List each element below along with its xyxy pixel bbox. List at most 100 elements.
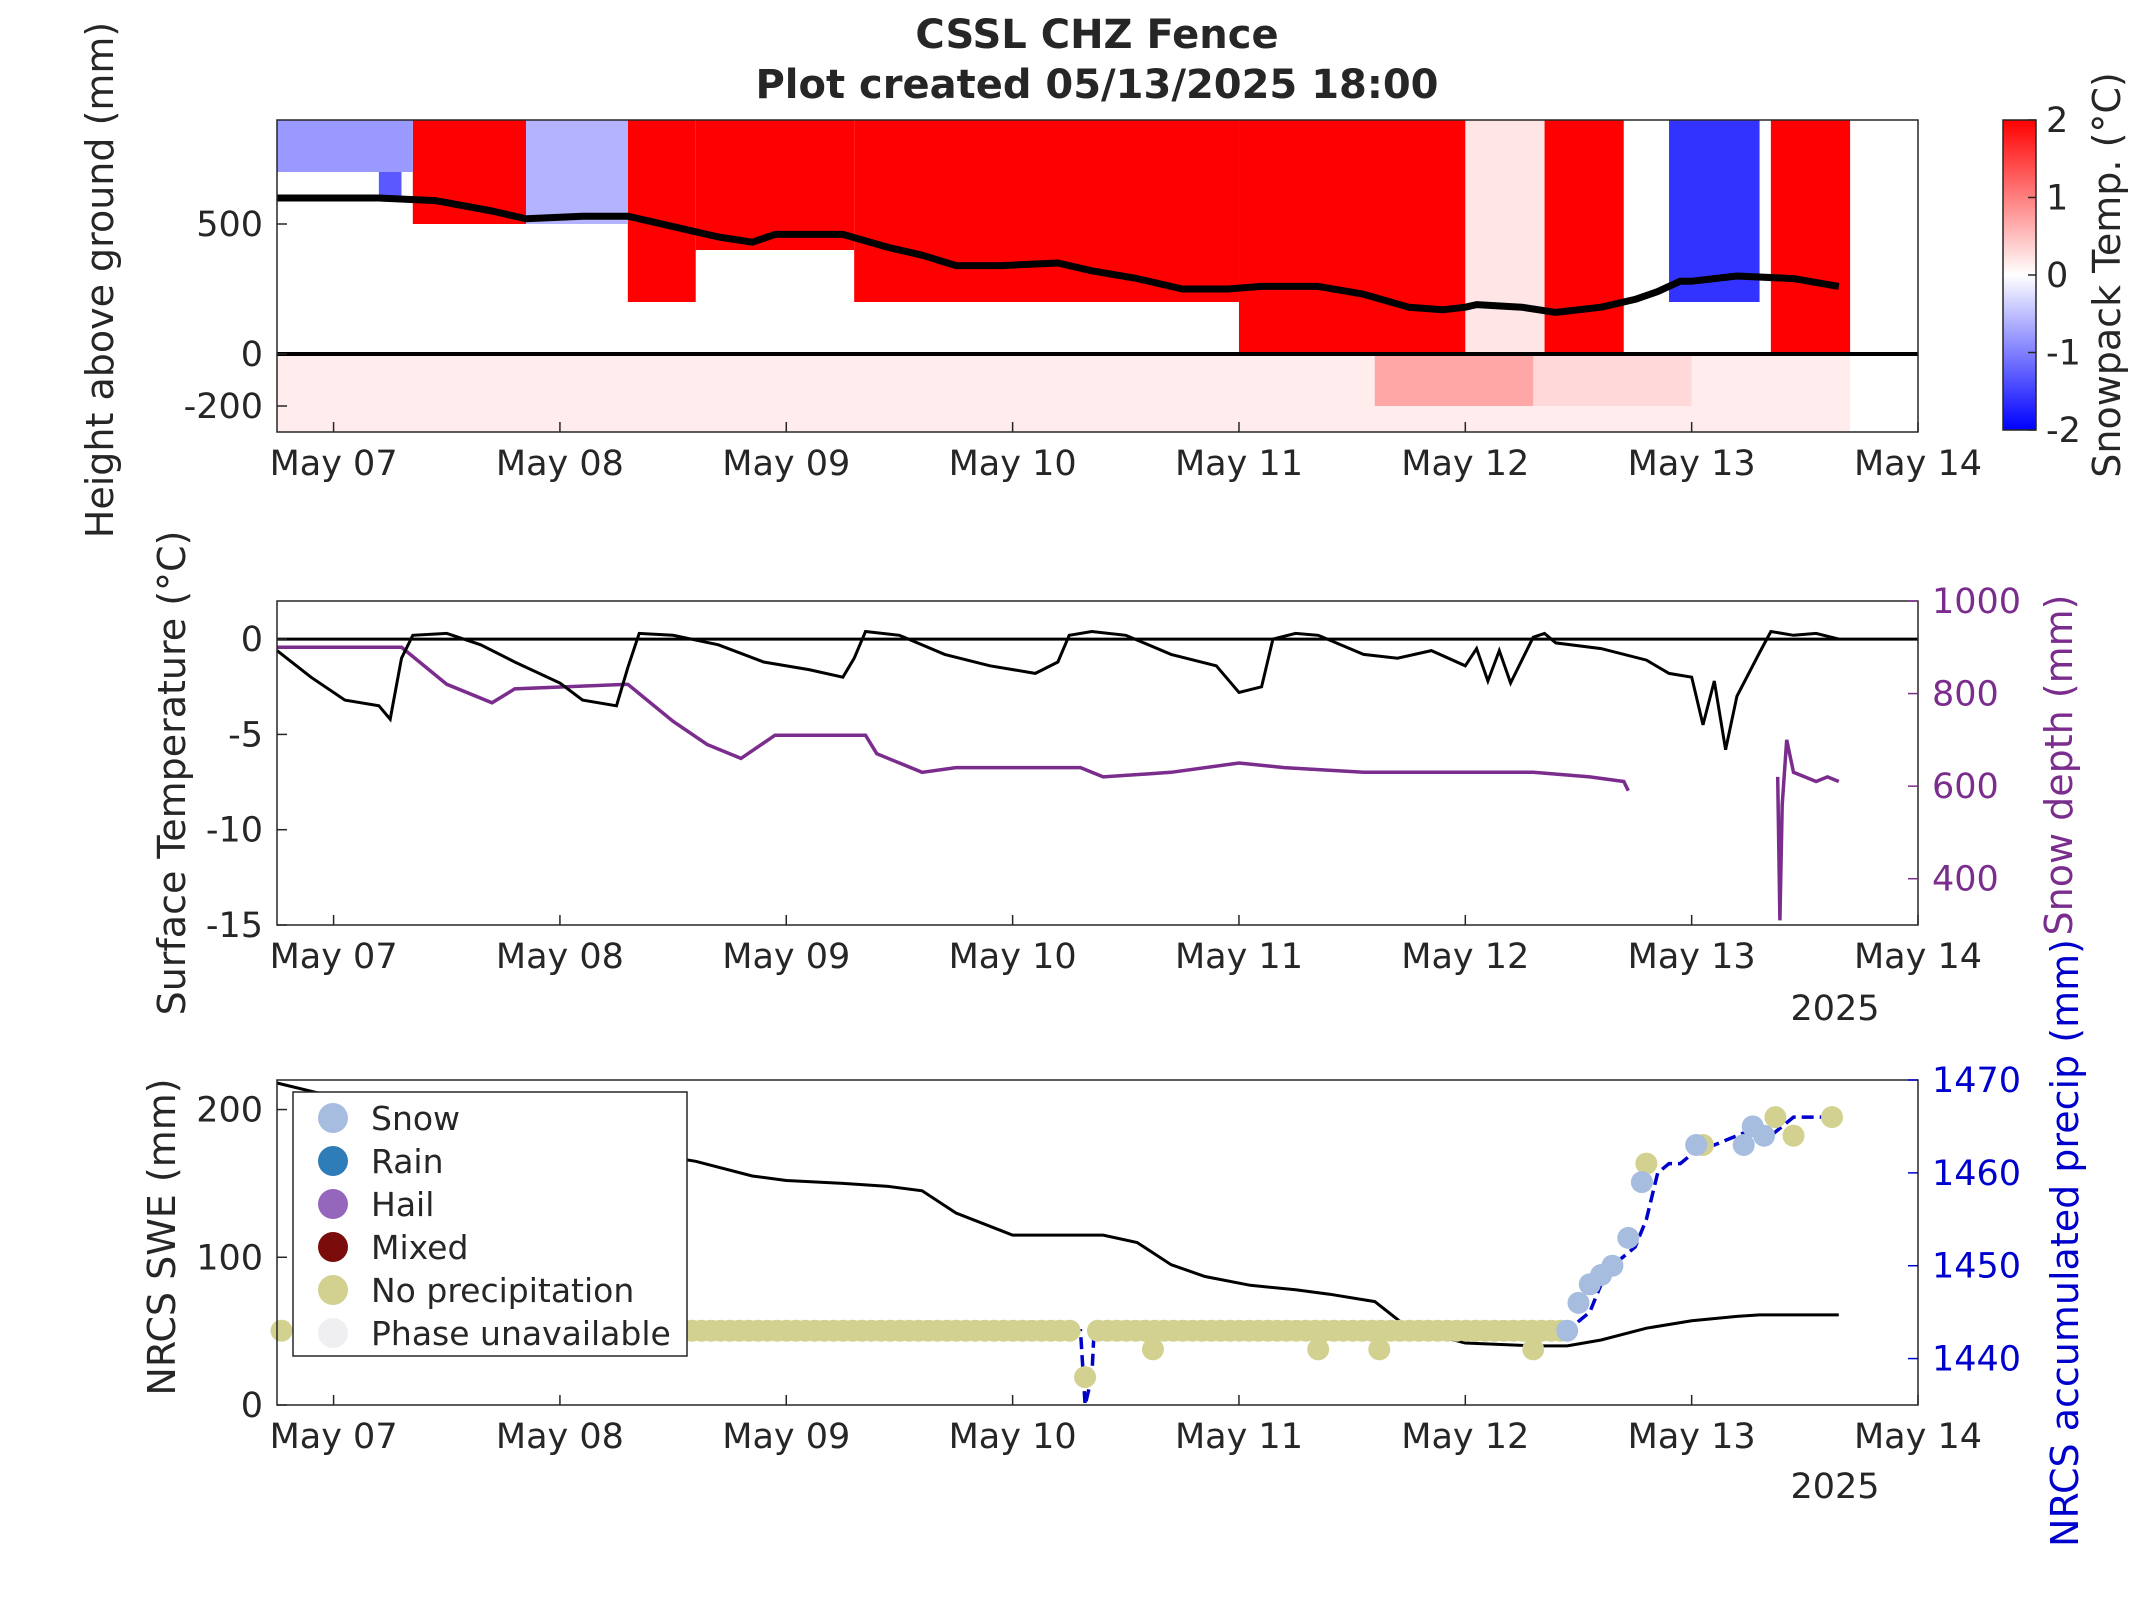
- legend-marker-snow: [318, 1103, 348, 1133]
- surface-temperature-panel: May 07 May 08 May 09 May 10 May 11 May 12 May …: [150, 531, 2081, 1029]
- chart-title: CSSL CHZ Fence: [915, 12, 1278, 58]
- heatmap-cell: [1544, 120, 1624, 354]
- swe-axes-frame: [276, 1079, 1919, 1406]
- x-tick-label: May 11: [1175, 937, 1303, 977]
- colorbar-tick-label: 2: [2046, 101, 2068, 141]
- colorbar-label: Snowpack Temp. (°C): [2085, 72, 2129, 478]
- heatmap-ticks: May 07 May 08 May 09 May 10 May 11 May 12 May …: [184, 205, 1982, 484]
- snow-depth-y-label: Snow depth (mm): [2037, 595, 2081, 936]
- y-tick-label: 200: [196, 1091, 263, 1131]
- y2-tick-label: 400: [1932, 860, 1999, 900]
- y-tick-label: -15: [206, 906, 263, 946]
- no-precip-point: [270, 1319, 293, 1342]
- no-precip-point: [1141, 1338, 1164, 1361]
- snow-point: [1753, 1124, 1776, 1147]
- x-tick-label: May 14: [1854, 444, 1982, 484]
- x-tick-label: May 13: [1628, 1417, 1756, 1457]
- x-tick-label: May 14: [1854, 1417, 1982, 1457]
- snowpack-heatmap-panel: May 07 May 08 May 09 May 10 May 11 May 12 May …: [78, 22, 1982, 539]
- temperature-year-label: 2025: [1790, 989, 1879, 1029]
- swe-precip-panel: May 07 May 08 May 09 May 10 May 11 May 12 May …: [140, 939, 2087, 1547]
- y2-tick-label: 1000: [1932, 582, 2021, 622]
- swe-y-label: NRCS SWE (mm): [140, 1078, 184, 1395]
- legend-label-no-precip: No precipitation: [371, 1271, 634, 1310]
- heatmap-cell: [1374, 354, 1534, 406]
- y2-tick-label: 1470: [1932, 1061, 2021, 1101]
- y2-tick-label: 1440: [1932, 1340, 2021, 1380]
- x-tick-label: May 13: [1628, 937, 1756, 977]
- snow-depth-line-later: [1775, 739, 1840, 921]
- y2-tick-label: 600: [1932, 767, 1999, 807]
- y-tick-label: 0: [241, 620, 263, 660]
- colorbar-ticks: 2 1 0 -1 -2: [2028, 101, 2081, 451]
- x-tick-label: May 10: [949, 444, 1077, 484]
- snow-depth-line: [277, 645, 1630, 792]
- x-tick-label: May 10: [949, 937, 1077, 977]
- no-precip-point: [1307, 1338, 1330, 1361]
- x-tick-label: May 09: [722, 444, 850, 484]
- snow-point: [1685, 1134, 1708, 1156]
- precip-y-label: NRCS accumulated precip (mm): [2043, 939, 2087, 1547]
- no-precip-point: [1074, 1366, 1097, 1389]
- x-tick-label: May 14: [1854, 937, 1982, 977]
- heatmap-cell: [1238, 120, 1466, 354]
- no-precip-point: [1820, 1106, 1843, 1129]
- legend-label-mixed: Mixed: [371, 1228, 468, 1267]
- heatmap-cell: [627, 120, 696, 302]
- x-tick-label: May 11: [1175, 444, 1303, 484]
- x-tick-label: May 12: [1401, 1417, 1529, 1457]
- heatmap-cell: [1770, 120, 1851, 354]
- temperature-axes-frame: [276, 600, 1919, 926]
- x-tick-label: May 09: [722, 937, 850, 977]
- x-tick-label: May 08: [496, 1417, 624, 1457]
- colorbar-tick-label: -1: [2046, 334, 2081, 374]
- heatmap-cell: [1623, 120, 1670, 302]
- snow-point: [1617, 1226, 1640, 1249]
- snow-surface-line: [277, 194, 1840, 316]
- snow-point: [1567, 1291, 1590, 1314]
- snow-point: [1732, 1134, 1755, 1156]
- temperature-ticks: May 07 May 08 May 09 May 10 May 11 May 12 May …: [206, 582, 2021, 977]
- surface-temperature-line: [276, 629, 1840, 751]
- legend-marker-unavailable: [318, 1318, 348, 1348]
- x-tick-label: May 10: [949, 1417, 1077, 1457]
- no-precip-point: [1522, 1338, 1545, 1361]
- no-precip-point: [1058, 1319, 1081, 1342]
- y-tick-label: -10: [206, 811, 263, 851]
- heatmap-cell: [1533, 354, 1692, 406]
- no-precip-point: [1368, 1338, 1391, 1361]
- x-tick-label: May 11: [1175, 1417, 1303, 1457]
- legend-box: [292, 1091, 688, 1357]
- x-tick-label: May 07: [270, 937, 398, 977]
- legend: Snow Rain Hail Mixed No precipitation Ph…: [292, 1091, 688, 1357]
- legend-marker-hail: [318, 1189, 348, 1219]
- heatmap-cell: [277, 120, 413, 172]
- y-tick-label: 500: [196, 205, 263, 245]
- no-precip-point: [1635, 1152, 1658, 1175]
- no-precip-point: [1782, 1124, 1805, 1147]
- swe-line: [276, 1081, 1839, 1348]
- snow-point: [1601, 1254, 1624, 1277]
- y2-tick-label: 1460: [1932, 1154, 2021, 1194]
- y-tick-label: 0: [241, 1386, 263, 1426]
- colorbar: 2 1 0 -1 -2 Snowpack Temp. (°C): [2002, 72, 2129, 478]
- heatmap-y-label: Height above ground (mm): [78, 22, 122, 539]
- x-tick-label: May 07: [270, 444, 398, 484]
- legend-label-snow: Snow: [371, 1099, 460, 1138]
- colorbar-tick-label: 1: [2046, 179, 2068, 219]
- y-tick-label: -200: [184, 387, 263, 427]
- x-tick-label: May 08: [496, 444, 624, 484]
- heatmap-cell: [1669, 120, 1760, 302]
- legend-marker-rain: [318, 1146, 348, 1176]
- snow-point: [1556, 1319, 1579, 1342]
- y2-tick-label: 1450: [1932, 1247, 2021, 1287]
- legend-label-rain: Rain: [371, 1142, 444, 1181]
- legend-marker-mixed: [318, 1232, 348, 1262]
- swe-year-label: 2025: [1790, 1467, 1879, 1507]
- x-tick-label: May 09: [722, 1417, 850, 1457]
- heatmap-cell: [525, 120, 628, 224]
- y2-tick-label: 800: [1932, 675, 1999, 715]
- colorbar-tick-label: -2: [2046, 411, 2081, 451]
- y-tick-label: 0: [241, 335, 263, 375]
